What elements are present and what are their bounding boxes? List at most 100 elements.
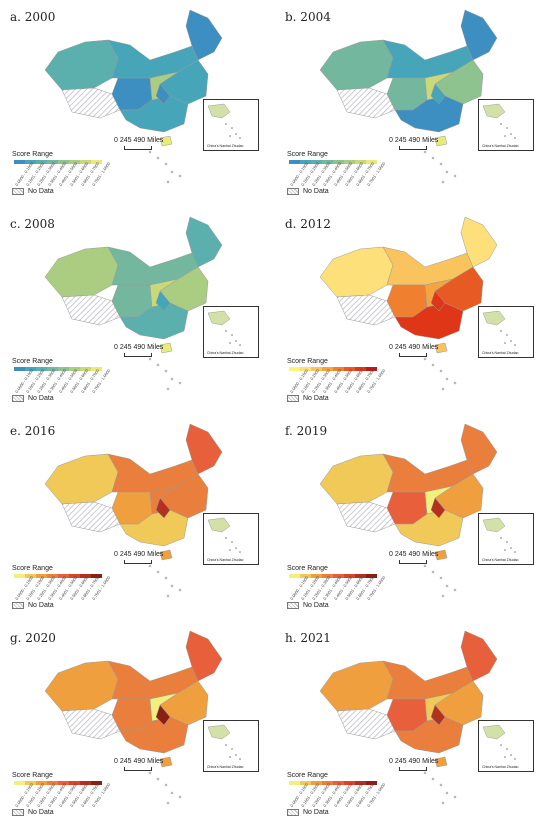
inset-island	[504, 342, 506, 344]
inset-island	[235, 340, 237, 342]
scale-bar	[124, 146, 152, 150]
legend-swatch	[311, 367, 322, 371]
province-region-hainan	[434, 756, 448, 768]
province-region-hotspot	[155, 497, 171, 519]
china-map	[319, 216, 498, 391]
no-data-swatch	[287, 602, 299, 609]
legend-swatch	[47, 574, 58, 578]
legend-swatch	[355, 574, 366, 578]
legend-swatches	[289, 367, 377, 371]
inset-map-shape	[207, 517, 241, 553]
legend-swatch	[36, 574, 47, 578]
inset-map: China's Nanhai Zhudao	[478, 306, 534, 358]
legend-swatch	[311, 781, 322, 785]
legend-swatch	[69, 367, 80, 371]
legend-swatch	[69, 781, 80, 785]
map-panel: g. 2020 0 245 490 Miles China's Nanhai Zhu…	[0, 621, 275, 828]
legend-swatch	[289, 160, 300, 164]
map-panel: e. 2016 0 245 490 Miles China's Nanhai Zhu…	[0, 414, 275, 621]
inset-island	[231, 334, 233, 336]
province-region-south	[119, 716, 189, 754]
inset-island	[500, 330, 502, 332]
legend-swatch	[36, 781, 47, 785]
map-panel: c. 2008 0 245 490 Miles China's Nanhai Zhu…	[0, 207, 275, 414]
legend-swatch	[344, 574, 355, 578]
province-region-south	[394, 302, 464, 340]
legend-swatch	[344, 367, 355, 371]
province-region-northeast	[460, 9, 498, 61]
inset-island	[506, 541, 508, 543]
legend-swatch	[14, 781, 25, 785]
island-marker	[170, 791, 174, 795]
province-region-hainan	[434, 342, 448, 354]
island-marker	[439, 783, 443, 787]
legend-swatch	[58, 367, 69, 371]
legend-swatches	[14, 160, 102, 164]
legend-swatch	[36, 367, 47, 371]
inset-map: China's Nanhai Zhudao	[203, 513, 259, 565]
no-data-legend: No Data	[287, 602, 329, 609]
legend-swatch	[14, 367, 25, 371]
legend-swatches	[289, 160, 377, 164]
map-panel: d. 2012 0 245 490 Miles China's Nanhai Zhu…	[275, 207, 550, 414]
legend-swatch	[366, 160, 377, 164]
china-map	[44, 630, 223, 805]
legend-swatches	[289, 781, 377, 785]
province-region-south	[119, 509, 189, 547]
scale-label: 0 245 490 Miles	[114, 137, 164, 144]
inset-map-shape	[482, 310, 516, 346]
island-marker	[164, 162, 168, 166]
scale-label: 0 245 490 Miles	[114, 551, 164, 558]
inset-map-shape	[207, 724, 241, 760]
province-region-west	[319, 246, 394, 298]
map-panel: h. 2021 0 245 490 Miles China's Nanhai Zhu…	[275, 621, 550, 828]
inset-label: China's Nanhai Zhudao	[482, 144, 519, 148]
legend-swatch	[355, 781, 366, 785]
inset-coast	[482, 724, 506, 740]
china-map	[44, 423, 223, 598]
island-marker	[166, 801, 170, 805]
no-data-label: No Data	[28, 395, 54, 402]
legend-swatches	[14, 781, 102, 785]
island-marker	[166, 180, 170, 184]
inset-island	[506, 748, 508, 750]
island-marker	[431, 570, 435, 574]
inset-label: China's Nanhai Zhudao	[482, 765, 519, 769]
inset-label: China's Nanhai Zhudao	[207, 144, 244, 148]
legend-swatch	[25, 160, 36, 164]
province-region-west	[44, 39, 119, 91]
legend-swatch	[355, 367, 366, 371]
inset-island	[229, 135, 231, 137]
legend-swatch	[14, 160, 25, 164]
no-data-swatch	[12, 395, 24, 402]
legend-swatch	[311, 160, 322, 164]
scale-label: 0 245 490 Miles	[389, 551, 439, 558]
scale-bar	[124, 767, 152, 771]
island-marker	[170, 170, 174, 174]
province-region-west	[319, 453, 394, 505]
island-marker	[148, 357, 152, 361]
legend-tick-labels: 0.0000 - 0.1000 0.1001 - 0.2000 0.2001 - 0…	[14, 161, 114, 188]
inset-island	[514, 758, 516, 760]
island-marker	[423, 150, 427, 154]
island-marker	[453, 588, 457, 592]
legend-swatch	[80, 574, 91, 578]
inset-island	[235, 754, 237, 756]
inset-island	[500, 123, 502, 125]
no-data-legend: No Data	[12, 602, 54, 609]
legend-swatch	[289, 367, 300, 371]
island-marker	[178, 174, 182, 178]
scale-bar	[399, 767, 427, 771]
island-marker	[431, 156, 435, 160]
island-marker	[445, 791, 449, 795]
province-region-hotspot	[155, 83, 171, 105]
province-region-tibet	[61, 501, 121, 533]
island-marker	[156, 156, 160, 160]
legend-swatch	[344, 781, 355, 785]
province-region-tibet	[61, 87, 121, 119]
province-region-hainan	[159, 135, 173, 147]
no-data-swatch	[287, 809, 299, 816]
inset-island	[239, 137, 241, 139]
legend-swatch	[366, 574, 377, 578]
inset-island	[231, 748, 233, 750]
